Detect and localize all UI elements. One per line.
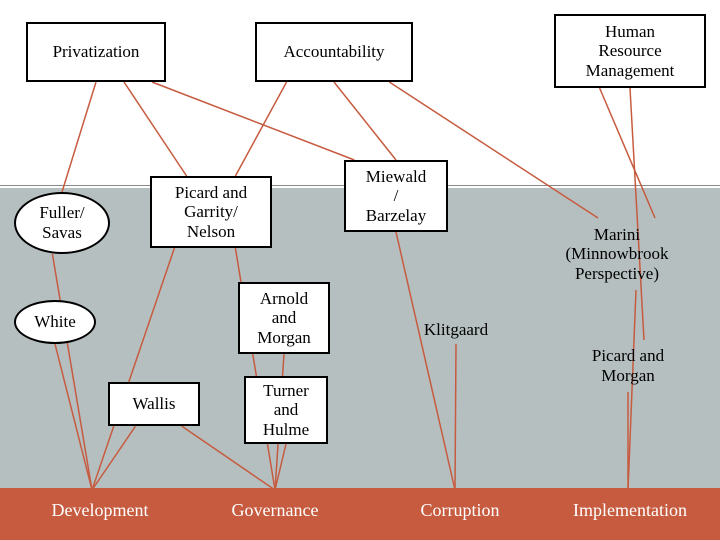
node-label: Privatization xyxy=(53,42,140,62)
node-marini: Marini(MinnowbrookPerspective) xyxy=(522,218,712,290)
node-label: Picard andGarrity/Nelson xyxy=(175,183,247,242)
node-picard-garrity-nelson: Picard andGarrity/Nelson xyxy=(150,176,272,248)
node-label: Accountability xyxy=(283,42,384,62)
node-label: Fuller/Savas xyxy=(39,203,84,242)
node-label: Klitgaard xyxy=(424,320,488,340)
category-label: Governance xyxy=(232,500,319,520)
node-label: Marini(MinnowbrookPerspective) xyxy=(566,225,669,284)
node-label: Picard andMorgan xyxy=(592,346,664,385)
node-white: White xyxy=(14,300,96,344)
node-label: ArnoldandMorgan xyxy=(257,289,311,348)
node-label: TurnerandHulme xyxy=(263,381,309,440)
category-label: Development xyxy=(52,500,149,520)
node-label: White xyxy=(34,312,76,332)
node-miewald-barzelay: Miewald/Barzelay xyxy=(344,160,448,232)
node-arnold-morgan: ArnoldandMorgan xyxy=(238,282,330,354)
node-privatization: Privatization xyxy=(26,22,166,82)
category-label: Corruption xyxy=(421,500,500,520)
category-label: Implementation xyxy=(573,500,687,520)
category-implementation: Implementation xyxy=(540,500,720,521)
node-turner-hulme: TurnerandHulme xyxy=(244,376,328,444)
node-hrm: HumanResourceManagement xyxy=(554,14,706,88)
node-label: Wallis xyxy=(132,394,175,414)
category-governance: Governance xyxy=(185,500,365,521)
node-wallis: Wallis xyxy=(108,382,200,426)
node-label: HumanResourceManagement xyxy=(586,22,675,81)
node-klitgaard: Klitgaard xyxy=(396,316,516,344)
node-label: Miewald/Barzelay xyxy=(366,167,426,226)
node-accountability: Accountability xyxy=(255,22,413,82)
category-development: Development xyxy=(10,500,190,521)
node-picard-morgan: Picard andMorgan xyxy=(548,340,708,392)
node-fuller-savas: Fuller/Savas xyxy=(14,192,110,254)
category-corruption: Corruption xyxy=(370,500,550,521)
